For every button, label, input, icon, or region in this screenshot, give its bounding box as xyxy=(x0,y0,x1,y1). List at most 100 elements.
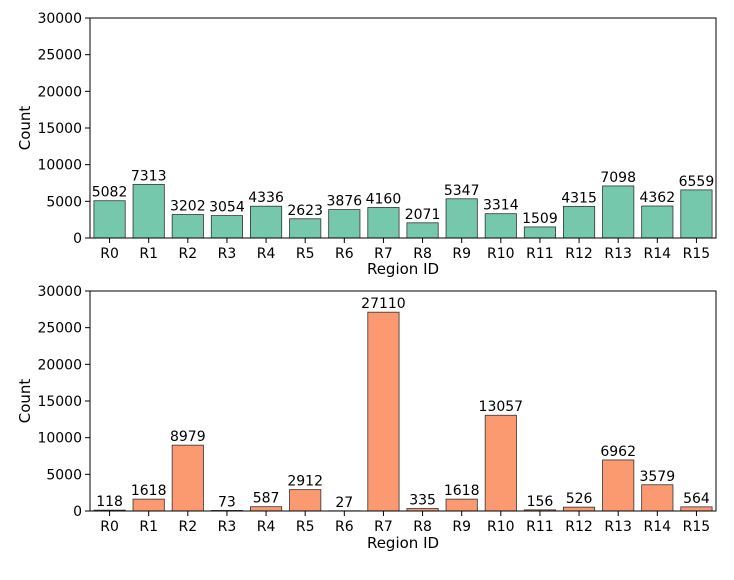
bar-value-label: 8979 xyxy=(170,429,206,445)
bar xyxy=(171,214,204,239)
bar xyxy=(484,213,517,239)
bar xyxy=(93,200,126,239)
bar xyxy=(563,506,596,512)
x-tick-label: R1 xyxy=(139,519,158,535)
bar xyxy=(680,189,713,239)
bar xyxy=(367,207,400,239)
bar-value-label: 3054 xyxy=(209,200,245,216)
bar xyxy=(132,498,165,512)
x-tick-label: R10 xyxy=(487,519,515,535)
x-tick-label: R8 xyxy=(413,246,432,262)
x-tick-label: R9 xyxy=(452,246,471,262)
bar-value-label: 118 xyxy=(96,494,123,510)
y-tick-label: 25000 xyxy=(37,321,82,337)
y-tick-label: 15000 xyxy=(37,121,82,137)
bar xyxy=(484,414,517,512)
bar-value-label: 5082 xyxy=(92,185,128,201)
bar-value-label: 156 xyxy=(527,494,554,510)
bar xyxy=(210,215,243,239)
x-tick-label: R11 xyxy=(526,519,554,535)
y-tick-label: 30000 xyxy=(37,284,82,300)
x-tick-label: R1 xyxy=(139,246,158,262)
bar xyxy=(328,209,361,239)
bar-value-label: 6559 xyxy=(679,174,715,190)
bar-value-label: 7098 xyxy=(600,170,636,186)
bar xyxy=(250,205,283,239)
x-tick-label: R7 xyxy=(374,246,393,262)
bar xyxy=(289,489,322,512)
bar xyxy=(171,444,204,512)
bar xyxy=(523,226,556,239)
bar-value-label: 4336 xyxy=(248,190,284,206)
bar xyxy=(602,459,635,512)
x-tick-label: R13 xyxy=(604,519,632,535)
y-tick-label: 10000 xyxy=(37,431,82,447)
y-axis-label: Count xyxy=(16,379,34,424)
bar xyxy=(445,498,478,512)
x-tick-label: R3 xyxy=(218,519,237,535)
bar-value-label: 1509 xyxy=(522,211,558,227)
bar-value-label: 3314 xyxy=(483,198,519,214)
bar-value-label: 564 xyxy=(683,491,710,507)
bar xyxy=(602,185,635,239)
bar-value-label: 73 xyxy=(218,494,236,510)
y-tick-label: 20000 xyxy=(37,84,82,100)
bar-value-label: 587 xyxy=(253,491,280,507)
x-tick-label: R10 xyxy=(487,246,515,262)
bar xyxy=(680,506,713,512)
bar-value-label: 6962 xyxy=(600,444,636,460)
bar-value-label: 335 xyxy=(409,493,436,509)
y-axis-label: Count xyxy=(16,106,34,151)
bar xyxy=(132,183,165,239)
x-tick-label: R0 xyxy=(100,246,119,262)
bar xyxy=(250,506,283,512)
bar-value-label: 2912 xyxy=(287,474,323,490)
bottom-bar-chart: 0 5000 10000 15000 20000 25000 30000 118 R0 1618 R… xyxy=(16,284,717,552)
x-tick-label: R12 xyxy=(565,246,593,262)
y-tick-label: 5000 xyxy=(46,194,82,210)
y-tick-label: 0 xyxy=(73,504,82,520)
x-tick-label: R5 xyxy=(296,246,315,262)
x-axis-label: Region ID xyxy=(367,260,439,278)
bar xyxy=(641,205,674,239)
x-tick-label: R7 xyxy=(374,519,393,535)
bar xyxy=(563,205,596,239)
bar-value-label: 27 xyxy=(335,495,353,511)
bar-value-label: 5347 xyxy=(444,183,480,199)
y-tick-label: 0 xyxy=(73,231,82,247)
x-tick-label: R14 xyxy=(644,519,672,535)
bar-value-label: 27110 xyxy=(361,296,406,312)
bar-value-label: 4362 xyxy=(639,190,675,206)
y-tick-label: 5000 xyxy=(46,467,82,483)
y-tick-label: 10000 xyxy=(37,158,82,174)
x-tick-label: R11 xyxy=(526,246,554,262)
y-tick-label: 30000 xyxy=(37,11,82,27)
x-tick-label: R13 xyxy=(604,246,632,262)
bar-value-label: 3876 xyxy=(326,194,362,210)
x-tick-label: R8 xyxy=(413,519,432,535)
bar-value-label: 4315 xyxy=(561,190,597,206)
x-tick-label: R12 xyxy=(565,519,593,535)
bar-value-label: 1618 xyxy=(444,483,480,499)
x-axis-label: Region ID xyxy=(367,534,439,552)
plot-frame xyxy=(89,17,717,239)
bar-value-label: 3579 xyxy=(639,469,675,485)
plot-frame xyxy=(89,290,717,512)
bar-value-label: 3202 xyxy=(170,199,206,215)
x-tick-label: R5 xyxy=(296,519,315,535)
bar xyxy=(406,222,439,239)
x-tick-label: R15 xyxy=(683,246,711,262)
x-tick-label: R9 xyxy=(452,519,471,535)
bar xyxy=(445,198,478,239)
x-tick-label: R4 xyxy=(257,246,276,262)
bar-value-label: 13057 xyxy=(479,399,524,415)
x-tick-label: R0 xyxy=(100,519,119,535)
bar-value-label: 2071 xyxy=(405,207,441,223)
x-tick-label: R6 xyxy=(335,519,354,535)
bar-value-label: 526 xyxy=(566,491,593,507)
x-tick-label: R2 xyxy=(178,246,197,262)
top-bar-chart: 0 5000 10000 15000 20000 25000 30000 5082 R0 7313… xyxy=(16,11,717,278)
y-tick-label: 20000 xyxy=(37,357,82,373)
x-tick-label: R4 xyxy=(257,519,276,535)
bar-value-label: 7313 xyxy=(131,168,167,184)
